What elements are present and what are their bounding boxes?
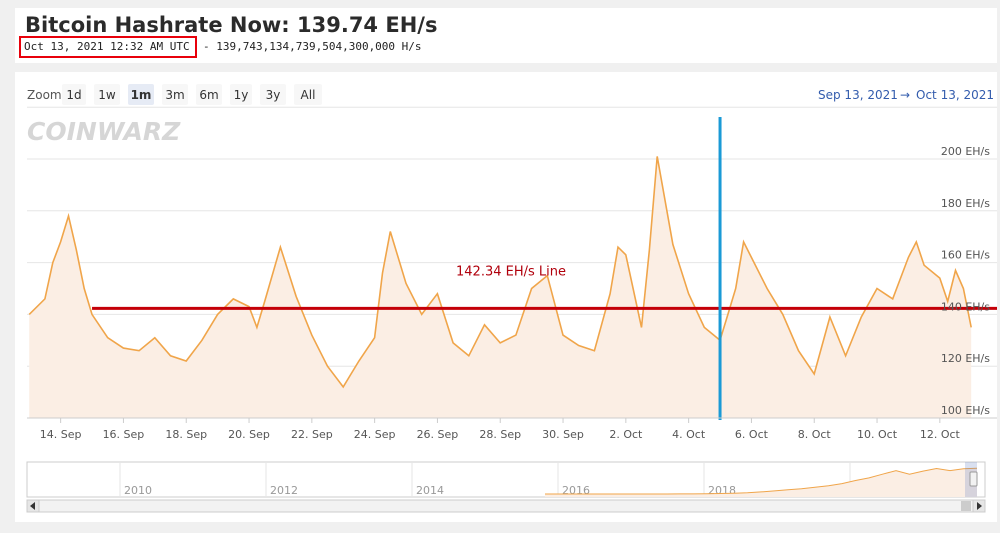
zoom-button-label: 3y [266, 88, 281, 102]
reference-lines: 142.34 EH/s Line [92, 264, 997, 310]
x-tick-label: 24. Sep [354, 428, 396, 441]
zoom-button-label: 1d [66, 88, 81, 102]
x-tick-label: 10. Oct [857, 428, 898, 441]
x-tick-label: 28. Sep [479, 428, 521, 441]
zoom-button-bg [62, 84, 86, 105]
x-tick-label: 20. Sep [228, 428, 270, 441]
zoom-button-label: 1w [98, 88, 116, 102]
navigator-handle[interactable] [969, 471, 978, 487]
zoom-button-1d[interactable]: 1d [62, 84, 86, 105]
x-axis-labels: 14. Sep 16. Sep 18. Sep 20. Sep 22. Sep 24. S… [27, 417, 997, 441]
timestamp: Oct 13, 2021 12:32 AM UTC [24, 40, 190, 53]
scroll-left-arrow-icon [30, 502, 35, 510]
page-title: Bitcoin Hashrate Now: 139.74 EH/s [25, 13, 438, 37]
zoom-button-6m[interactable]: 6m [196, 84, 222, 105]
y-tick-label: 200 EH/s [941, 145, 990, 158]
zoom-button-bg [128, 84, 154, 105]
x-tick-label: 26. Sep [417, 428, 459, 441]
zoom-button-bg [230, 84, 252, 105]
header-panel: Bitcoin Hashrate Now: 139.74 EH/s Oct 13… [15, 8, 997, 63]
zoom-button-bg [94, 84, 120, 105]
hashrate-area [29, 156, 972, 418]
zoom-button-bg [162, 84, 188, 105]
navigator-year-label: 2010 [124, 484, 152, 497]
y-tick-label: 180 EH/s [941, 197, 990, 210]
zoom-button-bg [196, 84, 222, 105]
navigator[interactable]: 201020122014201620182020 [26, 461, 986, 513]
navigator-year-label: 2012 [270, 484, 298, 497]
zoom-label: Zoom [27, 88, 62, 102]
zoom-button-label: 1m [131, 88, 152, 102]
navigator-frame [26, 461, 986, 498]
x-tick-label: 30. Sep [542, 428, 584, 441]
hashrate-chart: Zoom 1d 1w 1m 3m 6m 1y 3y All Sep 13, 2021 → Oc… [26, 84, 997, 513]
timestamp-highlight-box [19, 36, 197, 58]
y-axis-labels: 100 EH/s 120 EH/s 140 EH/s 160 EH/s 180 EH/s… [941, 145, 990, 417]
x-tick-label: 2. Oct [609, 428, 643, 441]
range-separator: → [900, 88, 910, 102]
y-tick-label: 140 EH/s [941, 300, 990, 313]
range-from[interactable]: Sep 13, 2021 [818, 88, 898, 102]
zoom-button-label: 1y [234, 88, 249, 102]
navigator-year-label: 2014 [416, 484, 444, 497]
x-tick-label: 16. Sep [103, 428, 145, 441]
zoom-button-1m[interactable]: 1m [128, 84, 154, 105]
y-tick-label: 160 EH/s [941, 249, 990, 262]
x-tick-label: 18. Sep [165, 428, 207, 441]
x-tick-label: 8. Oct [798, 428, 832, 441]
range-to[interactable]: Oct 13, 2021 [916, 88, 994, 102]
zoom-button-label: All [301, 88, 316, 102]
y-tick-label: 120 EH/s [941, 352, 990, 365]
zoom-button-label: 3m [165, 88, 184, 102]
x-tick-label: 22. Sep [291, 428, 333, 441]
zoom-button-label: 6m [199, 88, 218, 102]
zoom-button-1w[interactable]: 1w [94, 84, 120, 105]
coinwarz-watermark: COINWARZ [27, 117, 181, 146]
zoom-button-3y[interactable]: 3y [260, 84, 286, 105]
zoom-button-bg [294, 84, 322, 105]
scrollbar-thumb[interactable] [961, 501, 971, 511]
zoom-button-All[interactable]: All [294, 84, 322, 105]
reference-line-label: 142.34 EH/s Line [456, 264, 566, 279]
zoom-button-1y[interactable]: 1y [230, 84, 252, 105]
hashrate-line [28, 156, 972, 389]
scroll-right-arrow-icon [977, 502, 982, 510]
zoom-toolbar: Zoom 1d 1w 1m 3m 6m 1y 3y All Sep 13, 2021 → Oc… [27, 84, 994, 105]
navigator-area [545, 468, 977, 497]
zoom-button-3m[interactable]: 3m [162, 84, 188, 105]
scrollbar-track[interactable] [26, 499, 986, 513]
x-tick-label: 14. Sep [40, 428, 82, 441]
zoom-button-bg [260, 84, 286, 105]
x-tick-label: 12. Oct [920, 428, 961, 441]
full-hashrate-value: - 139,743,134,739,504,300,000 H/s [203, 40, 422, 53]
y-tick-label: 100 EH/s [941, 404, 990, 417]
chart-panel: Zoom 1d 1w 1m 3m 6m 1y 3y All Sep 13, 2021 → Oc… [15, 72, 997, 522]
x-tick-label: 4. Oct [672, 428, 706, 441]
x-tick-label: 6. Oct [735, 428, 769, 441]
navigator-line [545, 467, 978, 495]
